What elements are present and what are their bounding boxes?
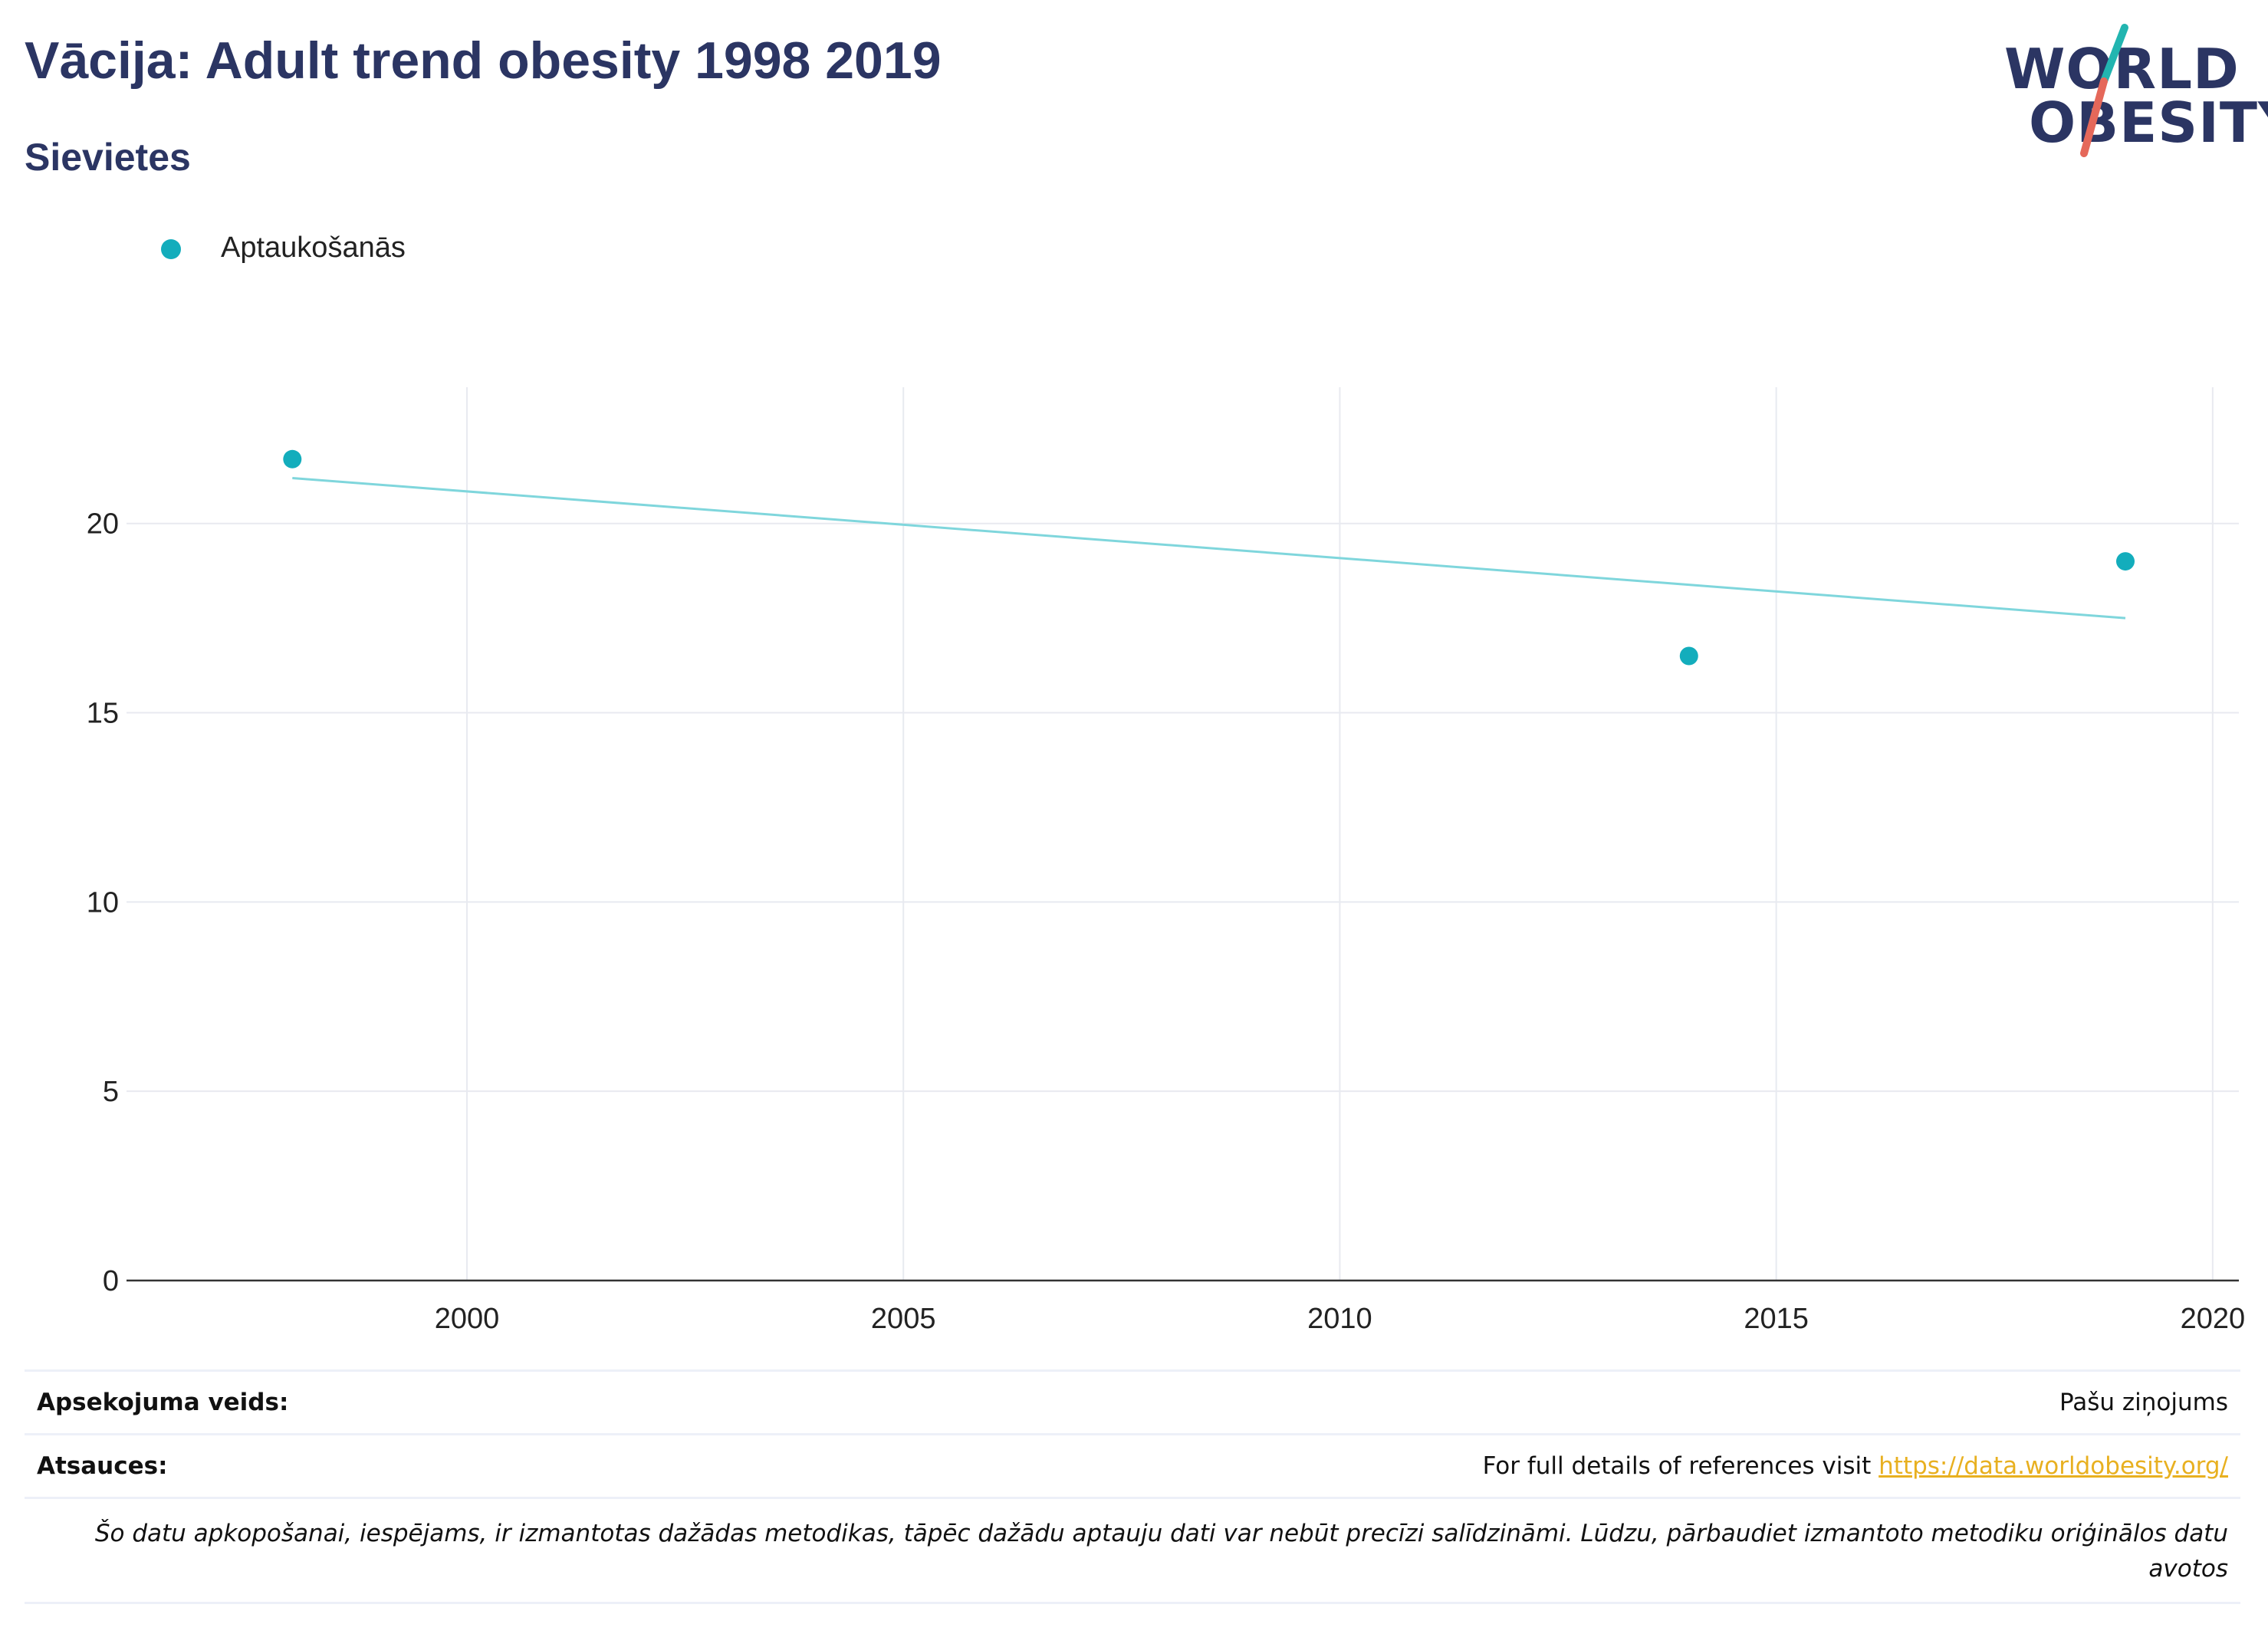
survey-type-label: Apsekojuma veids: (37, 1389, 289, 1416)
logo-word-obesity: OBESITY (2029, 90, 2268, 155)
x-tick-label: 2005 (871, 1303, 936, 1335)
references-row: Atsauces: For full details of references… (25, 1433, 2240, 1497)
trendline-layer (292, 476, 2126, 620)
survey-type-row: Apsekojuma veids: Pašu ziņojums (25, 1369, 2240, 1433)
references-value: For full details of references visit htt… (1483, 1452, 2228, 1480)
trendline (292, 476, 2126, 620)
data-point (2116, 552, 2135, 571)
info-table: Apsekojuma veids: Pašu ziņojums Atsauces… (25, 1369, 2240, 1604)
chart-title: Vācija: Adult trend obesity 1998 2019 (25, 31, 942, 90)
data-point (283, 449, 302, 469)
y-tick-label: 0 (103, 1265, 119, 1297)
logo-slash-icon (2080, 24, 2128, 157)
y-tick-label: 5 (103, 1076, 119, 1108)
x-tick-label: 2020 (2181, 1303, 2246, 1335)
grid-lines (127, 387, 2239, 1281)
legend-marker (161, 239, 181, 259)
scatter-chart: 2000 2005 2010 2015 2020 0 5 10 15 20 (87, 387, 2245, 1335)
data-points (283, 449, 2135, 666)
references-text: For full details of references visit (1482, 1452, 1879, 1480)
references-link[interactable]: https://data.worldobesity.org/ (1878, 1452, 2228, 1480)
y-tick-label: 10 (87, 886, 119, 919)
data-point (1679, 646, 1698, 666)
x-tick-label: 2000 (435, 1303, 500, 1335)
chart-subtitle: Sievietes (25, 136, 191, 179)
methodology-note: Šo datu apkopošanai, iespējams, ir izman… (25, 1497, 2240, 1604)
logo-word-world: WORLD (2004, 37, 2240, 101)
x-tick-label: 2015 (1744, 1303, 1809, 1335)
world-obesity-logo: WORLD OBESITY (1998, 21, 2268, 167)
x-tick-label: 2010 (1307, 1303, 1372, 1335)
survey-type-value: Pašu ziņojums (2059, 1389, 2228, 1416)
y-tick-label: 15 (87, 698, 119, 730)
y-tick-label: 20 (87, 508, 119, 541)
axes: 2000 2005 2010 2015 2020 0 5 10 15 20 (87, 508, 2245, 1335)
references-label: Atsauces: (37, 1452, 168, 1480)
legend-label: Aptaukošanās (221, 232, 406, 264)
